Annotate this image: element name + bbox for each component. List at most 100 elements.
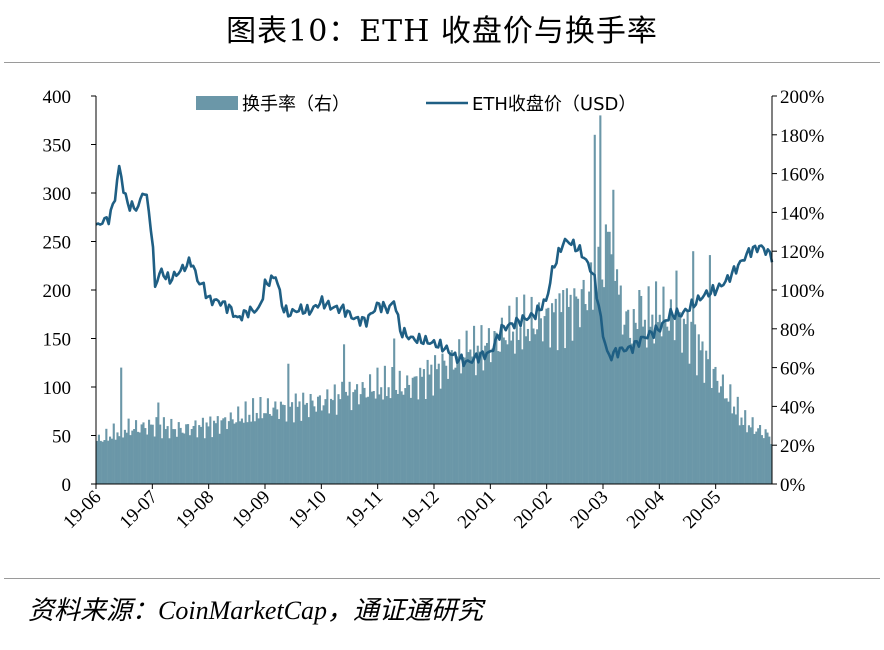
turnover-bar — [369, 374, 372, 484]
turnover-bar — [768, 436, 771, 484]
turnover-bar — [309, 393, 312, 484]
turnover-bar — [662, 286, 665, 484]
turnover-bar — [341, 381, 344, 484]
turnover-bar — [426, 359, 429, 484]
turnover-bar — [669, 299, 672, 484]
turnover-bar — [391, 367, 394, 484]
turnover-bar — [348, 381, 351, 484]
turnover-bar — [406, 375, 409, 484]
turnover-bar — [619, 285, 622, 484]
turnover-bar — [582, 279, 585, 484]
turnover-bar — [534, 334, 537, 484]
turnover-bar — [567, 306, 570, 484]
turnover-bar — [157, 402, 160, 484]
turnover-bar — [478, 351, 481, 484]
turnover-bar — [330, 398, 333, 484]
turnover-bar — [120, 367, 123, 484]
turnover-bar — [148, 419, 151, 484]
turnover-bar — [370, 391, 373, 484]
turnover-bar — [200, 426, 203, 484]
x-tick-label: 20-01 — [454, 487, 500, 533]
y-right-tick-label: 180% — [780, 126, 825, 147]
turnover-bar — [196, 437, 199, 484]
turnover-bar — [246, 422, 249, 484]
turnover-bar — [326, 389, 329, 484]
turnover-bar — [354, 389, 357, 484]
turnover-bar — [114, 439, 117, 484]
turnover-bar — [506, 344, 509, 484]
turnover-bar — [697, 334, 700, 484]
turnover-bar — [612, 189, 615, 484]
y-right-tick-label: 100% — [780, 281, 825, 302]
turnover-bar — [333, 384, 336, 484]
turnover-bar — [653, 343, 656, 484]
turnover-bar — [190, 429, 193, 484]
turnover-bar — [159, 424, 162, 484]
x-tick-label: 19-12 — [397, 487, 443, 533]
turnover-bar — [621, 334, 624, 484]
turnover-bar — [588, 291, 591, 484]
turnover-bar — [300, 420, 303, 484]
turnover-bar — [651, 314, 654, 484]
turnover-bar — [361, 382, 364, 484]
turnover-bar — [372, 391, 375, 484]
turnover-bar — [419, 367, 422, 484]
turnover-bar — [127, 418, 130, 484]
turnover-bar — [218, 433, 221, 484]
turnover-bar — [177, 422, 180, 484]
turnover-bar — [744, 410, 747, 484]
turnover-bar — [107, 440, 110, 484]
turnover-bar — [322, 405, 325, 484]
turnover-bar — [324, 399, 327, 484]
turnover-bar — [467, 352, 470, 484]
turnover-bar — [558, 293, 561, 484]
turnover-bar — [105, 428, 108, 484]
turnover-bar — [380, 387, 383, 484]
turnover-bar — [733, 406, 736, 484]
turnover-bar — [460, 373, 463, 484]
turnover-bar — [116, 432, 119, 484]
turnover-bar — [170, 418, 173, 484]
turnover-bar — [125, 432, 128, 484]
turnover-bar — [666, 326, 669, 484]
turnover-bar — [699, 350, 702, 484]
y-left-tick-label: 350 — [43, 136, 72, 157]
turnover-bar — [252, 398, 255, 484]
turnover-bar — [376, 367, 379, 484]
turnover-bar — [461, 356, 464, 484]
turnover-bar — [161, 438, 164, 484]
turnover-bar — [194, 420, 197, 484]
turnover-bar — [123, 429, 126, 484]
turnover-bar — [681, 352, 684, 484]
turnover-bar — [649, 326, 652, 484]
turnover-bar — [523, 294, 526, 484]
turnover-bar — [302, 392, 305, 484]
turnover-bar — [593, 134, 596, 485]
turnover-bar — [110, 438, 113, 484]
turnover-bar — [627, 309, 630, 484]
turnover-bar — [383, 365, 386, 484]
turnover-bar — [686, 311, 689, 484]
turnover-bar — [266, 398, 269, 484]
turnover-bar — [675, 270, 678, 484]
turnover-bar — [382, 399, 385, 484]
turnover-bar — [272, 407, 275, 484]
turnover-bar — [296, 406, 299, 484]
y-left-tick-label: 300 — [43, 184, 72, 205]
turnover-bar — [747, 425, 750, 484]
turnover-bar — [729, 384, 732, 484]
turnover-bar — [707, 359, 710, 484]
turnover-bar — [311, 400, 314, 484]
turnover-bar — [690, 321, 693, 484]
turnover-bar — [603, 287, 606, 484]
turnover-bar — [727, 401, 730, 484]
turnover-bar — [513, 353, 516, 484]
turnover-bar — [250, 421, 253, 484]
eth-price-line — [95, 164, 774, 368]
turnover-bar — [378, 394, 381, 484]
x-tick-label: 20-04 — [623, 486, 670, 533]
turnover-bar — [634, 322, 637, 484]
turnover-bar — [103, 440, 106, 484]
turnover-bar — [692, 251, 695, 484]
turnover-bar — [456, 356, 459, 484]
